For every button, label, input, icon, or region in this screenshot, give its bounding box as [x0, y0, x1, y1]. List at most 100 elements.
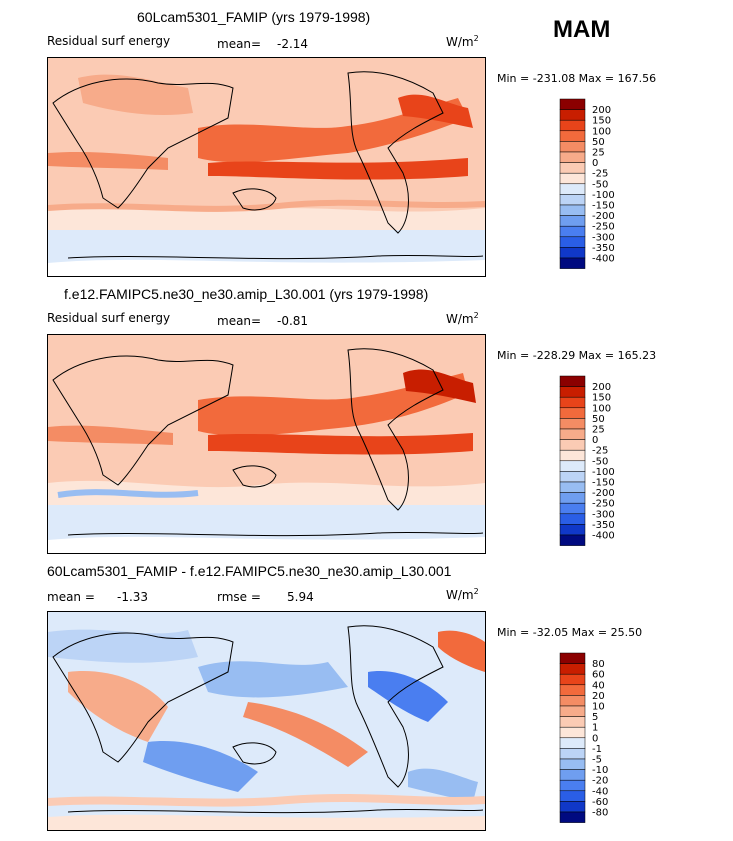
panel3-title: 60Lcam5301_FAMIP - f.e12.FAMIPC5.ne30_ne…	[47, 563, 452, 579]
colorbar-box	[559, 534, 586, 546]
panel2-colorbar: 200 150 100 50 25 0 -25 -50 -100 -150 -200 -250 -300…	[559, 375, 640, 552]
colorbar-box	[559, 811, 586, 823]
colorbar-tick-label: 150	[592, 393, 611, 404]
colorbar-tick-label: 100	[592, 403, 611, 414]
colorbar-tick-label: -250	[592, 499, 615, 510]
colorbar-tick-label: -200	[592, 211, 615, 222]
colorbar-box	[559, 247, 586, 259]
colorbar-tick-label: -250	[592, 222, 615, 233]
colorbar-tick-label: -25	[592, 169, 608, 180]
colorbar-tick-label: 50	[592, 137, 605, 148]
colorbar-tick-label: -400	[592, 531, 615, 542]
colorbar-tick-label: 5	[592, 712, 598, 723]
colorbar-box	[559, 716, 586, 728]
colorbar-box	[559, 790, 586, 802]
colorbar-tick-label: -10	[592, 765, 608, 776]
colorbar-box	[559, 418, 586, 430]
colorbar-box	[559, 98, 586, 110]
colorbar-box	[559, 492, 586, 504]
colorbar-tick-label: -100	[592, 190, 615, 201]
colorbar-tick-label: -300	[592, 232, 615, 243]
colorbar-box	[559, 225, 586, 238]
colorbar-box	[559, 513, 586, 525]
colorbar-tick-label: -350	[592, 243, 615, 254]
colorbar-tick-label: -50	[592, 179, 608, 190]
colorbar-box	[559, 215, 586, 227]
colorbar-box	[559, 673, 586, 686]
colorbar-box	[559, 758, 586, 770]
panel2-map	[47, 334, 486, 554]
panel3-rmse-label: rmse =	[217, 590, 261, 604]
panel3-minmax: Min = -32.05 Max = 25.50	[497, 626, 643, 639]
colorbar-box	[559, 449, 586, 462]
colorbar-tick-label: -1	[592, 744, 602, 755]
colorbar-box	[559, 684, 586, 696]
panel3-mean-value: -1.33	[117, 590, 149, 604]
panel3-mean-label: mean =	[47, 590, 95, 604]
panel2-minmax: Min = -228.29 Max = 165.23	[497, 349, 657, 362]
colorbar-box	[559, 172, 586, 185]
colorbar-tick-label: -350	[592, 520, 615, 531]
colorbar-tick-label: 40	[592, 680, 605, 691]
colorbar-box	[559, 502, 586, 515]
colorbar-box	[559, 141, 586, 153]
colorbar-tick-label: 60	[592, 670, 605, 681]
colorbar-tick-label: -20	[592, 776, 608, 787]
colorbar-tick-label: -60	[592, 797, 608, 808]
colorbar-tick-label: 100	[592, 126, 611, 137]
colorbar-tick-label: -150	[592, 478, 615, 489]
colorbar-tick-label: 25	[592, 425, 605, 436]
colorbar-tick-label: -50	[592, 456, 608, 467]
panel3-rmse-value: 5.94	[287, 590, 314, 604]
colorbar-tick-label: 80	[592, 659, 605, 670]
colorbar-box	[559, 407, 586, 419]
colorbar-box	[559, 439, 586, 451]
panel2-mean-label: mean=	[217, 314, 262, 328]
colorbar-box	[559, 801, 586, 813]
colorbar-box	[559, 162, 586, 174]
colorbar-box	[559, 481, 586, 493]
panel3-colorbar: 80 60 40 20 10 5 1 0 -1 -5 -10 -20 -40 -60 -80	[559, 652, 640, 829]
colorbar-tick-label: 50	[592, 414, 605, 425]
panel1-title: 60Lcam5301_FAMIP (yrs 1979-1998)	[137, 9, 371, 25]
colorbar-tick-label: -200	[592, 488, 615, 499]
colorbar-box	[559, 194, 586, 206]
colorbar-box	[559, 524, 586, 536]
colorbar-box	[559, 726, 586, 739]
panel1-minmax: Min = -231.08 Max = 167.56	[497, 72, 657, 85]
season-label: MAM	[553, 16, 611, 43]
panel1-colorbar: 200 150 100 50 25 0 -25 -50 -100 -150 -200 -250 -300…	[559, 98, 640, 275]
colorbar-box	[559, 428, 586, 440]
colorbar-box	[559, 460, 586, 472]
colorbar-box	[559, 748, 586, 760]
colorbar-box	[559, 119, 586, 132]
colorbar-box	[559, 769, 586, 781]
colorbar-tick-label: 25	[592, 148, 605, 159]
panel1-map	[47, 57, 486, 277]
colorbar-box	[559, 130, 586, 142]
colorbar-tick-label: 1	[592, 723, 598, 734]
colorbar-box	[559, 109, 586, 121]
colorbar-tick-label: -80	[592, 808, 608, 819]
colorbar-box	[559, 236, 586, 248]
colorbar-box	[559, 663, 586, 675]
colorbar-tick-label: -150	[592, 201, 615, 212]
colorbar-tick-label: -400	[592, 254, 615, 265]
colorbar-box	[559, 471, 586, 483]
panel2-mean-value: -0.81	[277, 314, 309, 328]
colorbar-box	[559, 386, 586, 398]
colorbar-tick-label: 0	[592, 733, 598, 744]
colorbar-box	[559, 151, 586, 163]
colorbar-tick-label: 200	[592, 105, 611, 116]
colorbar-tick-label: 0	[592, 158, 598, 169]
colorbar-tick-label: -40	[592, 786, 608, 797]
panel1-mean-value: -2.14	[277, 37, 309, 51]
panel2-units: W/m2	[446, 311, 479, 326]
panel1-units: W/m2	[446, 34, 479, 49]
colorbar-tick-label: -25	[592, 446, 608, 457]
colorbar-tick-label: 10	[592, 702, 605, 713]
colorbar-box	[559, 695, 586, 707]
colorbar-tick-label: -5	[592, 755, 602, 766]
colorbar-tick-label: 150	[592, 116, 611, 127]
colorbar-box	[559, 396, 586, 409]
